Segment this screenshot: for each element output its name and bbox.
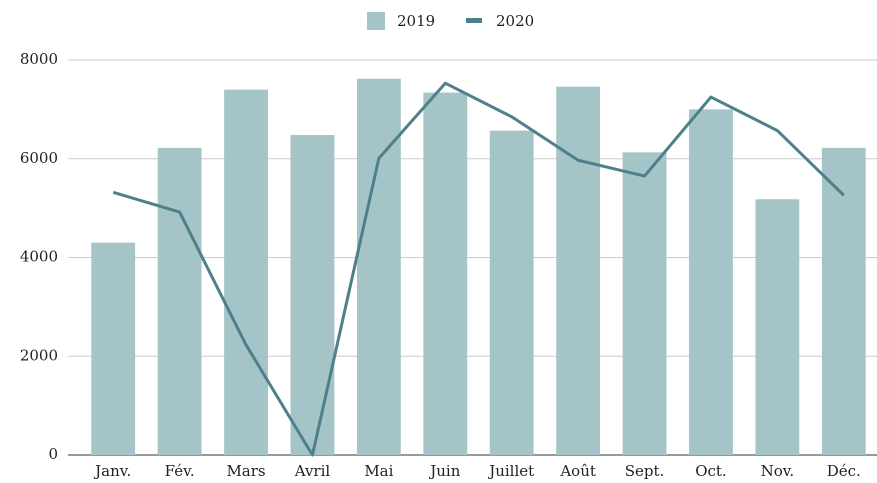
bar — [556, 86, 601, 455]
x-tick-label: Oct. — [695, 462, 727, 480]
x-tick-label: Fév. — [165, 462, 195, 480]
legend-label: 2020 — [496, 12, 534, 30]
y-tick-label: 6000 — [20, 149, 58, 167]
bar — [423, 92, 468, 456]
y-tick-label: 2000 — [20, 346, 58, 364]
legend-swatch — [367, 12, 385, 30]
x-tick-label: Mars — [226, 462, 265, 480]
x-tick-label: Janv. — [93, 462, 131, 480]
x-tick-label: Sept. — [625, 462, 665, 480]
bar — [489, 130, 534, 455]
bar — [821, 147, 866, 455]
x-tick-label: Juillet — [487, 462, 534, 480]
y-tick-label: 4000 — [20, 248, 58, 266]
x-tick-label: Déc. — [827, 462, 861, 480]
legend-label: 2019 — [397, 12, 435, 30]
bar — [622, 152, 667, 456]
x-tick-label: Août — [559, 462, 596, 480]
x-tick-label: Mai — [364, 462, 393, 480]
bar — [91, 242, 136, 455]
bar — [689, 109, 733, 455]
bar — [290, 135, 335, 456]
bar — [224, 89, 268, 455]
bar — [157, 147, 202, 455]
bar — [356, 78, 401, 455]
legend-swatch — [466, 18, 482, 23]
x-tick-label: Avril — [294, 462, 331, 480]
y-tick-label: 0 — [48, 445, 58, 463]
x-tick-label: Nov. — [761, 462, 795, 480]
x-tick-label: Juin — [428, 462, 460, 480]
line — [112, 81, 845, 457]
y-tick-label: 8000 — [20, 50, 58, 68]
bar — [755, 199, 800, 455]
